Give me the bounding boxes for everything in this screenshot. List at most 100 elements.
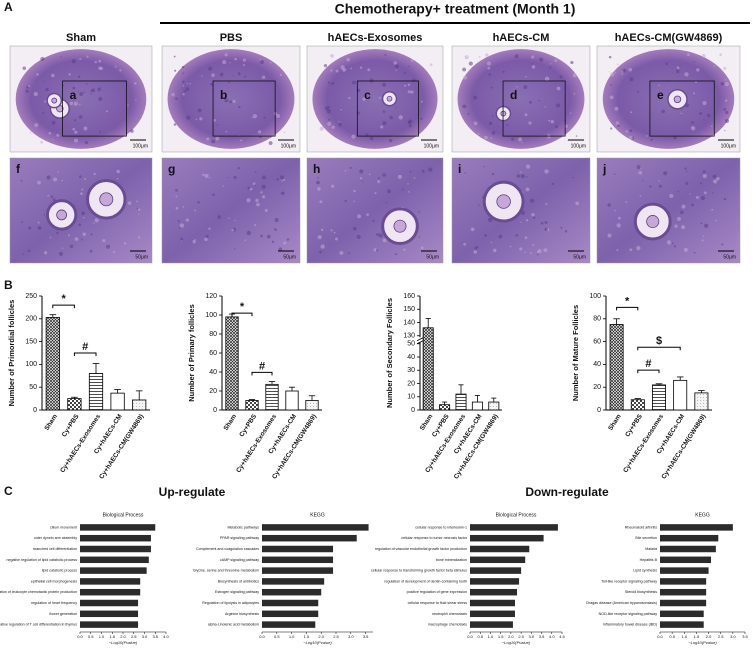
tissue-texture — [463, 75, 468, 80]
tissue-texture — [537, 249, 542, 253]
x-tick-label: 0.0 — [259, 634, 265, 639]
image-label: h — [313, 162, 320, 176]
tissue-texture — [197, 201, 200, 204]
tissue-texture — [334, 237, 338, 241]
bracket — [73, 352, 97, 356]
tissue-texture — [676, 66, 680, 70]
oocyte — [386, 95, 393, 102]
tissue-texture — [366, 213, 369, 216]
tissue-texture — [37, 221, 40, 224]
tissue-texture — [661, 109, 666, 114]
x-tick-label: 0.5 — [274, 634, 280, 639]
x-tick-label: 1.0 — [289, 634, 295, 639]
tissue-texture — [368, 173, 371, 176]
tissue-texture — [521, 141, 523, 144]
tissue-texture — [348, 96, 351, 100]
tissue-texture — [716, 177, 720, 181]
bracket — [637, 346, 681, 351]
tissue-texture — [261, 175, 267, 180]
tissue-texture — [330, 53, 334, 58]
category-label: Bile secretion — [635, 536, 657, 540]
tissue-texture — [183, 90, 186, 93]
category-label: neutrophil chemotaxis — [432, 612, 467, 616]
tissue-texture — [420, 246, 424, 250]
tissue-texture — [349, 166, 352, 169]
category-label: lipid catabolic process — [42, 569, 77, 573]
tissue-texture — [254, 184, 256, 186]
tissue-texture — [408, 65, 411, 68]
tissue-texture — [680, 112, 683, 115]
tissue-texture — [317, 177, 320, 179]
oocyte — [673, 95, 682, 104]
significance-label: * — [61, 293, 66, 305]
oocyte — [496, 194, 511, 209]
category-label: cellular response to transforming growth… — [371, 569, 467, 573]
tissue-texture — [44, 100, 47, 103]
tissue-texture — [133, 82, 137, 85]
tissue-texture — [238, 105, 241, 109]
tissue-section — [167, 49, 295, 149]
tissue-texture — [630, 111, 633, 114]
tissue-texture — [642, 180, 644, 182]
tissue-texture — [317, 235, 322, 240]
column-label: Sham — [66, 32, 96, 44]
tissue-texture — [720, 82, 725, 86]
tissue-texture — [492, 248, 497, 253]
tissue-texture — [249, 187, 253, 191]
bar — [660, 578, 707, 585]
tissue-texture — [407, 183, 409, 185]
tissue-texture — [691, 126, 694, 128]
tissue-texture — [259, 59, 264, 65]
tissue-texture — [240, 139, 243, 142]
tissue-texture — [135, 99, 137, 101]
x-tick-label: 3.5 — [539, 634, 545, 639]
scale-label: 50μm — [573, 254, 586, 260]
bar — [80, 545, 151, 553]
tissue-texture — [228, 217, 230, 220]
tissue-texture — [219, 72, 224, 77]
tissue-texture — [283, 241, 287, 245]
category-label: Metabolic pathways — [227, 525, 259, 529]
tissue-texture — [224, 53, 228, 57]
zoom-box — [502, 80, 566, 137]
bracket — [616, 306, 639, 311]
tissue-texture — [681, 204, 686, 209]
panel-label: C — [4, 484, 13, 498]
category-label: flower generation — [49, 612, 77, 616]
tissue-texture — [123, 242, 127, 245]
image-label: g — [168, 162, 175, 176]
tissue-texture — [398, 115, 403, 120]
tissue-texture — [246, 198, 251, 203]
tissue-texture — [531, 63, 534, 65]
tissue-texture — [181, 65, 185, 69]
category-label: positive regulation of gene expression — [407, 590, 467, 594]
micrograph: a 100μm — [9, 45, 153, 153]
tissue-texture — [83, 126, 88, 131]
tissue-texture — [234, 219, 237, 222]
tissue-texture — [206, 137, 210, 141]
x-tick-label: Cy+hAECs-CM(GW4869) — [98, 413, 145, 480]
tissue-texture — [408, 124, 412, 128]
bar — [285, 390, 299, 411]
tissue-texture — [352, 226, 357, 231]
error-bar — [248, 399, 256, 401]
tissue-texture — [386, 201, 388, 204]
tissue-texture — [319, 250, 322, 254]
tissue-texture — [58, 251, 64, 256]
tissue-texture — [658, 84, 661, 87]
tissue-texture — [650, 138, 653, 141]
tissue-texture — [680, 225, 686, 230]
bar — [45, 317, 60, 411]
tissue-texture — [327, 81, 330, 84]
tissue-texture — [351, 134, 356, 139]
tissue-texture — [725, 99, 728, 102]
tissue-texture — [636, 90, 640, 93]
bar — [470, 599, 515, 607]
tissue-texture — [609, 95, 614, 100]
tissue-texture — [702, 101, 707, 106]
axis-break-mark — [416, 337, 424, 342]
panel-label: B — [4, 278, 13, 292]
bracket — [637, 369, 660, 374]
bar — [470, 524, 558, 531]
x-tick-label: 2.0 — [508, 634, 514, 639]
